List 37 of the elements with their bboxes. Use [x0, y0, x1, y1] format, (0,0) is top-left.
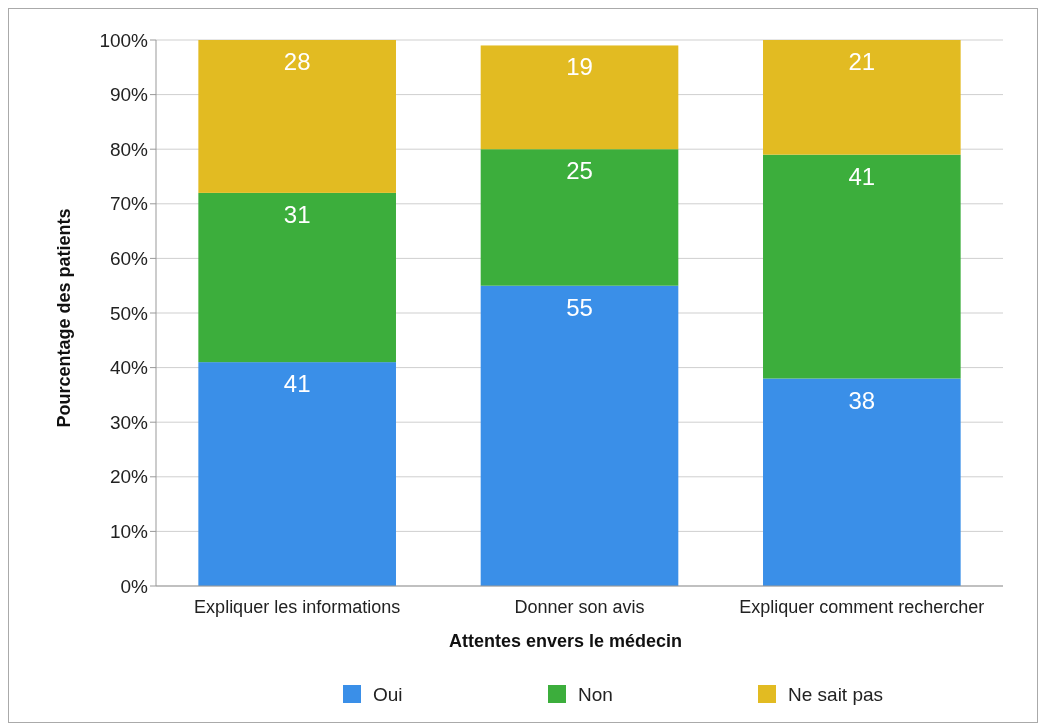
y-tick-label: 60%	[109, 248, 149, 270]
y-tick-label: 70%	[109, 193, 149, 215]
x-tick-label: Expliquer comment rechercher	[739, 597, 985, 617]
data-label: 41	[283, 370, 311, 398]
legend-label: Non	[578, 683, 613, 705]
data-label: 38	[848, 386, 876, 414]
y-tick-label: 20%	[109, 466, 149, 488]
data-label: 19	[566, 53, 593, 81]
data-label: 21	[848, 48, 876, 75]
x-tick-label: Donner son avis	[514, 597, 645, 617]
bar	[763, 40, 961, 155]
data-label: 25	[566, 157, 593, 185]
y-tick-label: 40%	[109, 357, 149, 379]
data-label: 55	[566, 293, 593, 321]
data-label: 31	[283, 200, 311, 228]
y-axis-title: Pourcentage des patients	[54, 208, 74, 428]
bar	[198, 192, 396, 363]
bar	[763, 154, 961, 379]
bar	[480, 149, 679, 286]
y-tick-label: 0%	[120, 575, 149, 597]
bar	[198, 362, 396, 586]
bar	[763, 378, 961, 586]
y-tick-label: 100%	[99, 29, 149, 51]
y-tick-label: 90%	[109, 84, 149, 106]
data-label: 41	[848, 162, 876, 190]
y-tick-label: 80%	[109, 138, 149, 160]
bar	[198, 40, 396, 193]
legend-label: Ne sait pas	[788, 683, 884, 705]
x-axis-title: Attentes envers le médecin	[448, 631, 683, 651]
y-tick-label: 50%	[109, 302, 149, 324]
x-tick-label: Expliquer les informations	[194, 597, 401, 617]
y-tick-label: 10%	[109, 521, 149, 543]
data-label: 28	[283, 48, 311, 75]
bar	[480, 285, 679, 586]
legend-label: Oui	[373, 683, 403, 705]
y-tick-label: 30%	[109, 411, 149, 433]
bar	[480, 45, 679, 150]
